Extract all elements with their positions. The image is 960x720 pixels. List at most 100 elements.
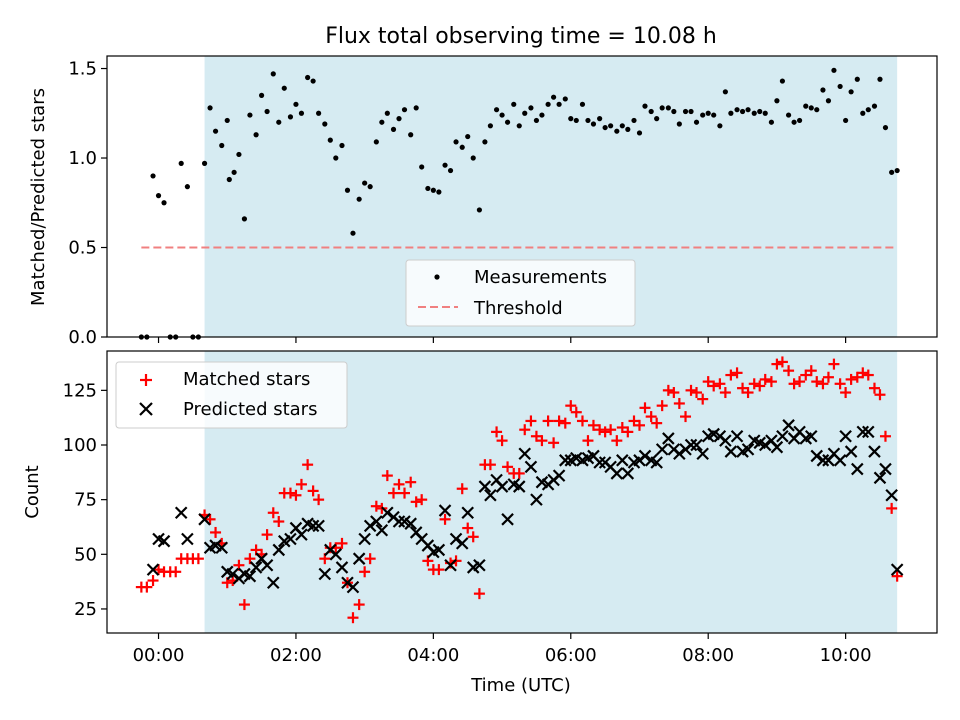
measurement-point [659,105,665,111]
matched-star-point [594,424,606,436]
legend-threshold-label: Threshold [473,298,563,319]
measurement-point [894,167,900,174]
predicted-star-point [404,517,417,530]
measurement-point [568,116,574,122]
predicted-star-point [215,541,229,555]
measurement-point [305,74,311,81]
measurement-point [396,116,402,122]
matched-star-point [645,411,657,423]
measurement-point [270,71,276,77]
measurement-point [791,119,797,125]
predicted-star-point [684,438,698,452]
matched-star-point [742,387,754,399]
matched-star-point [381,470,393,482]
measurement-point [808,105,814,111]
matched-star-point [353,599,365,611]
matched-star-point [673,397,685,409]
matched-star-point [805,365,817,377]
predicted-star-point [650,456,663,469]
predicted-star-point [146,563,160,576]
predicted-star-point [758,438,772,452]
measurement-point [264,108,270,115]
predicted-star-point [478,480,492,493]
predicted-star-point [157,534,171,548]
measurement-point [779,78,786,84]
matched-star-point [484,459,496,471]
measurement-point [379,119,385,125]
matched-star-point [719,387,731,399]
measurement-point [774,98,780,104]
measurement-point [178,160,184,166]
measurement-point [516,123,522,129]
matched-star-point [267,507,279,519]
matched-star-point [794,376,806,388]
measurement-point [482,139,488,145]
predicted-star-point [690,438,703,452]
matched-star-point [548,437,560,449]
measurement-point [253,132,259,138]
measurement-point [728,110,734,116]
measurement-point [226,176,232,183]
bottom-y-tick-label: 75 [74,490,97,511]
bottom-y-tick-label: 125 [63,380,97,401]
measurement-point [212,128,219,134]
measurement-point [504,119,511,125]
measurement-point [889,169,895,175]
measurement-point [362,180,368,186]
measurement-point [693,119,700,125]
predicted-star-point [873,471,887,485]
measurement-point [745,107,751,113]
matched-star-point [714,378,726,390]
matched-star-point [771,358,783,370]
measurement-point [459,144,465,150]
measurement-point [241,216,248,222]
matched-star-point [605,424,617,436]
predicted-star-point [719,434,732,447]
predicted-star-point [770,440,784,454]
predicted-star-point [816,454,830,467]
matched-star-point [307,485,319,497]
top-y-ticks: 0.0 0.5 1.0 1.5 [68,59,107,348]
measurement-point [843,117,849,124]
measurement-point [671,108,677,115]
matched-star-point [405,476,417,488]
predicted-star-point [862,425,875,439]
predicted-star-point [833,454,847,467]
legend-predicted-marker [139,402,153,416]
matched-star-point [525,415,537,427]
predicted-star-point [868,445,881,458]
matched-star-point [210,526,222,538]
matched-star-point [261,529,273,541]
measurement-point [625,126,631,132]
predicted-star-point [844,445,858,458]
predicted-star-point [381,506,394,520]
predicted-star-point [885,489,898,502]
predicted-stars-points [146,419,904,594]
matched-star-point [879,430,891,442]
predicted-star-point [730,429,744,443]
matched-star-point [582,435,594,447]
measurement-point [768,119,775,125]
measurement-point [333,155,339,161]
predicted-star-point [638,449,652,463]
matched-star-point [433,564,445,576]
matched-star-point [565,400,577,412]
predicted-star-point [306,519,320,533]
measurement-point [310,78,316,84]
matched-star-point [731,367,743,379]
legend-measurements-label: Measurements [474,267,607,288]
matched-star-point [284,487,296,499]
matched-star-point [817,378,829,390]
measurement-point [493,107,500,113]
predicted-star-point [346,580,360,594]
predicted-star-point [335,561,349,574]
bottom-x-ticks: 00:00 02:00 04:00 06:00 08:00 10:00 [133,633,872,666]
matched-star-point [570,406,582,418]
measurement-point [590,121,597,127]
matched-star-point [462,522,474,534]
predicted-star-point [249,561,263,574]
legend-matched-label: Matched stars [183,369,310,390]
matched-star-point [874,389,886,401]
predicted-star-point [810,449,824,463]
